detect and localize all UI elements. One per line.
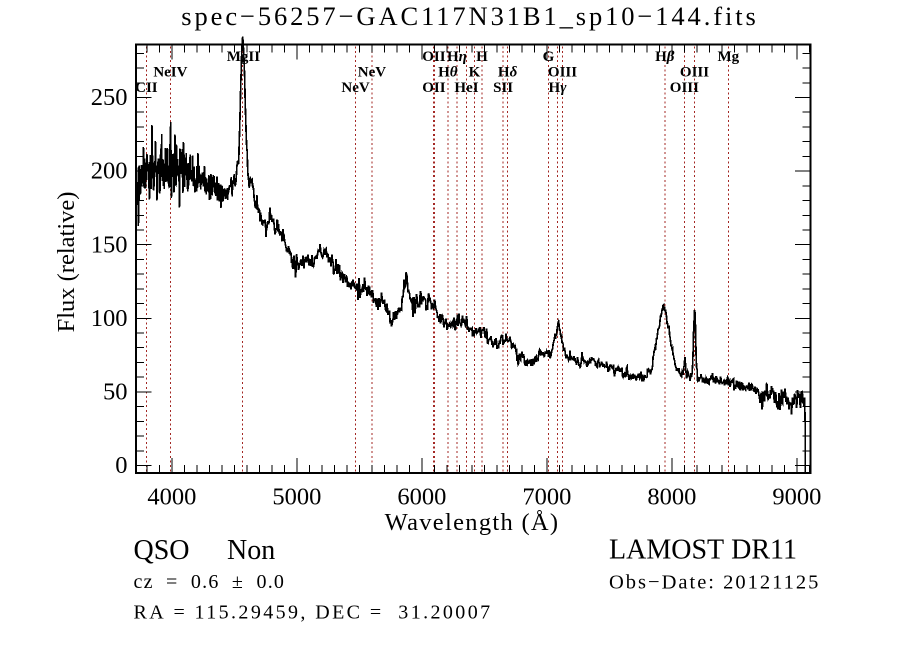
svg-text:K: K (469, 65, 481, 81)
svg-text:spec−56257−GAC117N31B1_sp10−14: spec−56257−GAC117N31B1_sp10−144.fits (181, 1, 758, 31)
svg-text:Non: Non (227, 535, 275, 566)
svg-text:Flux (relative): Flux (relative) (53, 192, 80, 333)
svg-text:Hγ: Hγ (549, 80, 568, 96)
svg-text:Hθ: Hθ (438, 65, 458, 81)
svg-text:CII: CII (135, 80, 158, 96)
svg-text:H: H (476, 49, 488, 65)
svg-text:HeI: HeI (454, 80, 478, 96)
svg-text:RA = 115.29459, DEC = 31.2000: RA = 115.29459, DEC = 31.20007 (134, 602, 493, 624)
svg-text:9000: 9000 (772, 484, 821, 511)
svg-text:5000: 5000 (272, 484, 321, 511)
svg-text:OII: OII (422, 49, 446, 65)
svg-text:NeIV: NeIV (153, 65, 187, 81)
svg-text:Obs−Date: 20121125: Obs−Date: 20121125 (609, 572, 820, 594)
svg-text:OIII: OIII (548, 65, 577, 81)
svg-text:150: 150 (91, 231, 128, 258)
svg-text:cz = 0.6 ± 0.0: cz = 0.6 ± 0.0 (134, 571, 286, 593)
svg-text:OIII: OIII (680, 65, 709, 81)
svg-text:200: 200 (91, 158, 128, 185)
svg-text:OII: OII (422, 80, 446, 96)
svg-text:NeV: NeV (341, 80, 369, 96)
svg-text:0: 0 (115, 452, 127, 479)
svg-text:50: 50 (103, 379, 128, 406)
svg-text:Hδ: Hδ (498, 65, 518, 81)
svg-text:Mg: Mg (717, 49, 739, 65)
svg-text:8000: 8000 (647, 484, 696, 511)
svg-text:Hβ: Hβ (655, 49, 675, 65)
svg-text:6000: 6000 (397, 484, 446, 511)
svg-text:Hη: Hη (447, 49, 467, 65)
svg-text:NeV: NeV (358, 65, 386, 81)
svg-text:SII: SII (493, 80, 513, 96)
svg-text:7000: 7000 (522, 484, 571, 511)
svg-text:LAMOST DR11: LAMOST DR11 (609, 535, 797, 566)
svg-text:G: G (543, 49, 555, 65)
svg-text:Wavelength (Å): Wavelength (Å) (385, 509, 560, 536)
svg-text:4000: 4000 (147, 484, 196, 511)
svg-text:OIII: OIII (670, 80, 699, 96)
svg-text:100: 100 (91, 305, 128, 332)
svg-text:250: 250 (91, 84, 128, 111)
svg-text:MgII: MgII (227, 49, 260, 65)
svg-text:QSO: QSO (134, 535, 190, 566)
